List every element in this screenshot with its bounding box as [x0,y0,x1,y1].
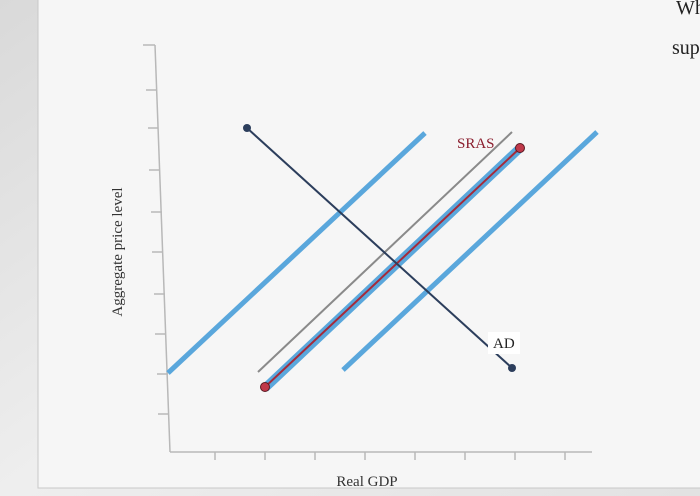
y-axis-label: Aggregate price level [110,187,126,316]
curve-handle[interactable] [243,124,251,132]
ad-curve[interactable] [246,127,513,369]
axes [143,44,592,460]
curve-label: AD [493,336,515,352]
shift-line [341,130,599,372]
label-box [488,332,520,354]
curve-handle[interactable] [260,382,270,392]
sras-curve[interactable] [264,147,521,388]
panel [37,0,700,489]
header-text: Wh [676,0,700,19]
curve-label: SRAS [457,136,495,152]
header-text: sup [672,37,700,59]
curve-handle[interactable] [508,364,516,372]
x-axis-label: Real GDP [336,474,397,490]
shift-line [166,131,427,375]
curve-handle[interactable] [515,143,525,153]
